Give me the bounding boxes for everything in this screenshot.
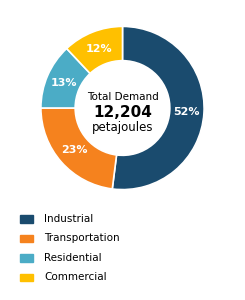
Text: 13%: 13% — [51, 78, 77, 88]
Wedge shape — [41, 49, 90, 108]
Text: Total Demand: Total Demand — [87, 92, 158, 102]
Wedge shape — [67, 26, 122, 74]
Text: 12%: 12% — [86, 44, 112, 54]
Wedge shape — [112, 26, 204, 190]
Text: petajoules: petajoules — [92, 121, 153, 134]
Text: Commercial: Commercial — [44, 272, 107, 282]
Text: 12,204: 12,204 — [93, 105, 152, 120]
Text: Residential: Residential — [44, 253, 102, 263]
Wedge shape — [41, 108, 117, 189]
Text: 23%: 23% — [61, 145, 88, 155]
Text: Industrial: Industrial — [44, 214, 93, 224]
Text: 52%: 52% — [173, 107, 199, 117]
Text: Transportation: Transportation — [44, 233, 120, 243]
